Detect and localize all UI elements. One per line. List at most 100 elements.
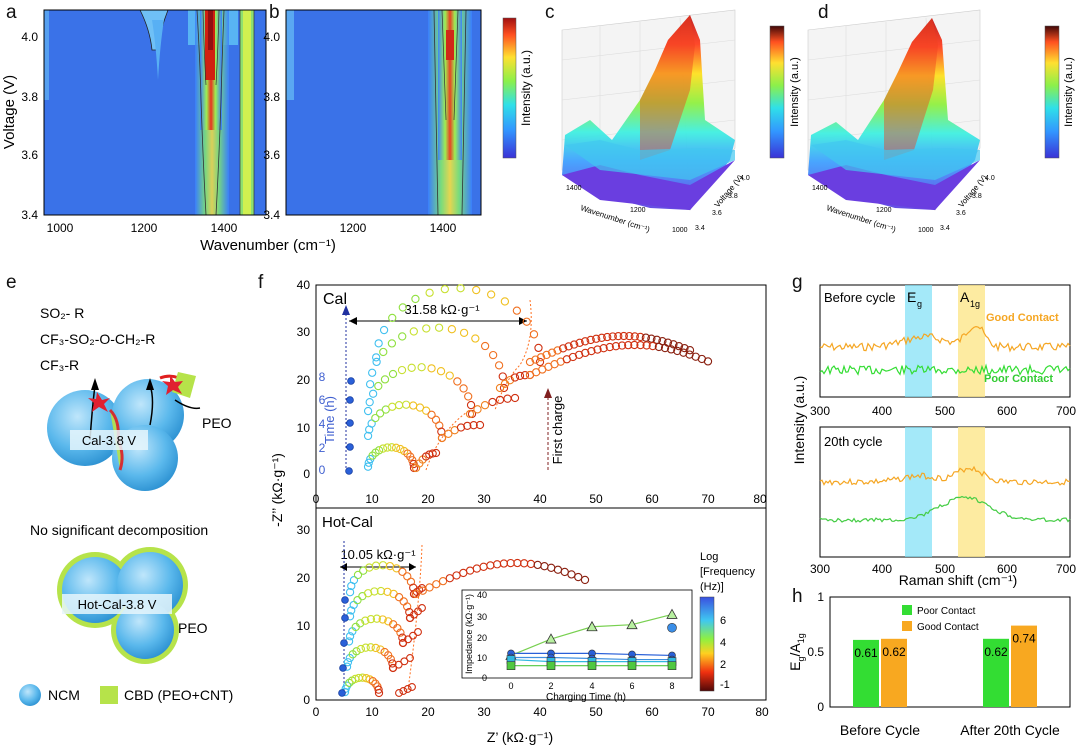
cal-label: Cal-3.8 V [82,433,137,448]
legend-ncm: NCM [48,687,80,703]
f-hot-title: Hot-Cal [322,514,373,531]
nyquist-point-start [347,377,355,385]
nyquist-point [614,331,623,341]
nyquist-point [534,343,543,353]
nyquist-point [599,344,608,353]
nyquist-point [547,348,557,357]
f-xtick-20: 20 [421,705,435,719]
f-ytick-30: 30 [297,325,311,339]
ytick-b-4.0: 4.0 [263,30,280,44]
nyquist-point [608,332,617,341]
f-xtick-70: 70 [701,705,715,719]
nyquist-point [388,313,397,323]
nyquist-point [376,645,385,654]
nyquist-point [388,369,398,379]
nyquist-point [475,420,485,430]
nyquist-point [437,433,447,443]
nyquist-point [364,458,373,467]
nyquist-point [422,406,431,415]
bar-ylabel-sub2: 1g [796,633,806,643]
f-xtick-10: 10 [365,705,379,719]
nyquist-point [520,371,530,380]
xtick-b-1400: 1400 [430,221,457,235]
surface-d: Wavenumber (cm⁻¹) Voltage (V) 1400 1200 … [807,9,995,234]
nyquist-point [658,336,667,346]
nyquist-point [428,449,437,458]
raman-xtick-400: 400 [872,562,892,576]
nyquist-point [575,338,584,347]
inset-series [505,608,678,671]
nyquist-point [386,655,395,664]
f-time-2: 2 [319,441,326,455]
nyquist-point [535,357,545,367]
bar-ylabel-main: E [787,661,803,670]
nyquist-point [642,341,651,350]
nyquist-point [480,341,490,351]
raman-top-xtick-300: 300 [810,404,830,418]
nyquist-point [417,363,426,372]
surface-d-ytick-3: 4.0 [985,175,995,182]
nyquist-point [630,332,639,341]
f-time-0: 0 [319,463,326,477]
f-xtick-30-top: 30 [477,492,491,506]
nyquist-point [471,334,480,343]
nyquist-point [465,409,475,419]
inset-xtick-8: 8 [669,681,674,691]
nyquist-point [404,635,412,644]
freq-title-3: (Hz)] [700,581,724,593]
panel-label-g: g [792,272,803,293]
colorbar-c: Intensity (a.u.) [769,25,801,159]
raman-xlabel: Raman shift (cm⁻¹) [899,572,1018,588]
bar-ytick-0: 0 [817,700,824,714]
inset-xtick-2: 2 [548,681,553,691]
xtick-a-1400: 1400 [211,221,238,235]
nyquist-point [396,628,405,637]
bar-ylabel: Eg/A1g [787,633,806,671]
f-time-8: 8 [319,370,326,384]
raman-top-xtick-700: 700 [1056,404,1076,418]
nyquist-point [480,401,490,410]
panel-label-f: f [258,272,264,293]
colorbar-label-d: Intensity (a.u.) [1063,57,1075,127]
nyquist-point [347,606,356,615]
nyquist-point [625,331,634,341]
nyquist-point [498,372,507,381]
f-time-4: 4 [319,417,326,431]
f-cal-width: 31.58 kΩ·g⁻¹ [404,302,480,317]
nyquist-point [388,659,397,668]
nyquist-point [427,410,436,419]
bar-value-label: 0.74 [1012,632,1036,646]
nyquist-point [353,595,362,605]
nyquist-point [387,339,397,348]
nyquist-point [361,643,370,652]
panel-label-a: a [6,2,17,23]
surface-d-ytick-0: 3.4 [940,225,950,232]
nyquist-point [371,643,380,653]
nyquist-point [469,421,478,430]
no-decomp-text: No significant decomposition [30,522,208,538]
raman-poor-before [819,363,1071,376]
nyquist-point [636,332,645,342]
raman-poor-label: Poor Contact [984,373,1053,385]
f-first-charge: First charge [550,396,565,465]
inset-marker [666,608,678,619]
raman-xtick-500: 500 [935,562,955,576]
f-xtick-0-top: 0 [313,492,320,506]
surface-c-ytick-1: 3.6 [712,210,722,217]
nyquist-point [619,331,628,341]
nyquist-point [473,405,482,414]
freq-title-1: Log [700,551,718,563]
bar-1-0 [881,638,907,707]
group-so2r: SO₂- R [40,305,84,321]
raman-after-title: 20th cycle [824,434,883,449]
nyquist-point [405,607,414,617]
inset-ytick-10: 10 [477,653,487,663]
nyquist-point [597,333,606,342]
nyquist-point [586,335,595,345]
f-low-ytick-30: 30 [297,523,311,537]
nyquist-point [673,346,682,356]
inset-marker [546,661,556,671]
inset-marker [667,622,677,633]
nyquist-point [510,393,520,403]
peo-label-bottom: PEO [178,620,208,636]
